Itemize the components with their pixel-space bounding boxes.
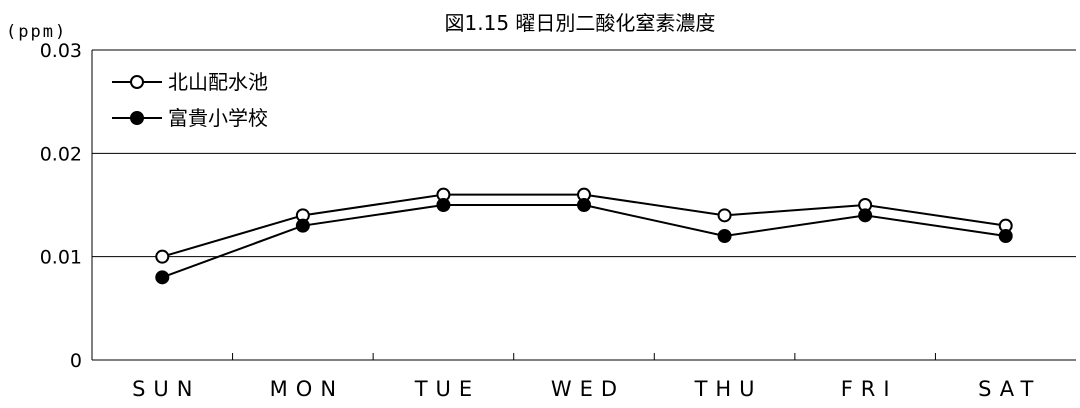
x-tick-labels: SUN MON TUE WED THU FRI SAT: [132, 377, 1041, 401]
data-point-marker: [155, 249, 170, 264]
data-point-marker: [436, 198, 451, 212]
x-tick-label: FRI: [841, 377, 898, 401]
data-point-marker: [577, 198, 591, 212]
y-tick-label: 0: [70, 350, 82, 372]
y-tick-label: 0.02: [40, 143, 82, 165]
y-axis-unit-label: (ppm): [6, 22, 67, 42]
series-line-2: [161, 204, 1006, 279]
legend-label: 北山配水池: [168, 70, 268, 94]
data-point-marker: [717, 229, 732, 243]
series-lines: [155, 187, 1013, 285]
x-tick-label: THU: [694, 377, 763, 401]
x-tick-label: SAT: [978, 377, 1041, 401]
chart-title: 図1.15 曜日別二酸化窒素濃度: [445, 11, 716, 35]
x-tick-label: WED: [551, 377, 625, 401]
data-point-marker: [717, 208, 732, 223]
data-point-marker: [998, 229, 1013, 243]
legend-marker: [130, 75, 144, 89]
axes: [91, 50, 1076, 361]
x-tick-label: SUN: [132, 377, 200, 401]
data-point-marker: [155, 270, 170, 285]
legend-label: 富貴小学校: [168, 106, 268, 130]
gridlines: [92, 49, 1076, 258]
y-tick-label: 0.03: [40, 40, 82, 62]
y-tick-labels: 0 0.01 0.02 0.03: [40, 40, 82, 372]
data-point-marker: [858, 208, 873, 223]
legend-marker: [130, 111, 144, 125]
x-tick-label: MON: [270, 377, 344, 401]
x-tick-label: TUE: [414, 377, 480, 401]
y-tick-label: 0.01: [40, 247, 82, 269]
data-point-marker: [295, 218, 310, 233]
